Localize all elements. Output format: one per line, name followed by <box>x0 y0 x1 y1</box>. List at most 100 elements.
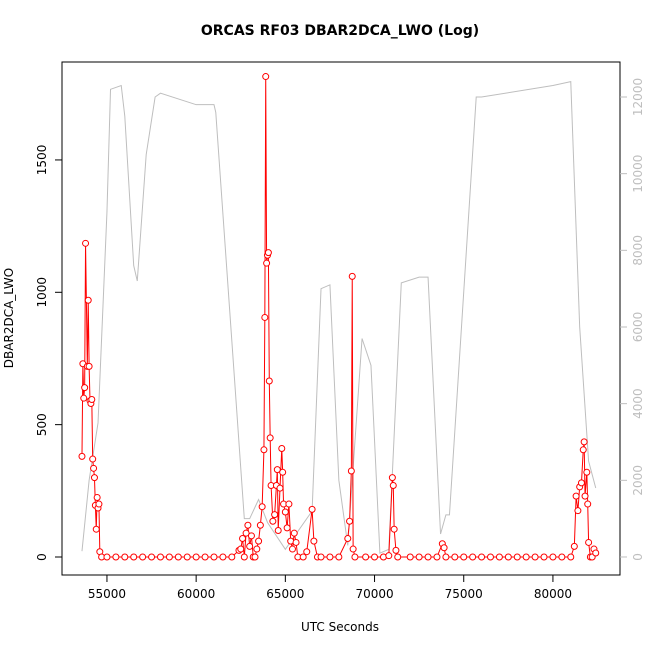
point <box>261 313 269 321</box>
y2-tick-label: 12000 <box>631 78 645 116</box>
point <box>256 521 264 529</box>
point <box>288 545 296 553</box>
point <box>346 517 354 525</box>
point <box>583 468 591 476</box>
point <box>486 553 494 561</box>
y-tick-label: 500 <box>35 413 49 436</box>
point <box>451 553 459 561</box>
point <box>121 553 129 561</box>
point <box>388 474 396 482</box>
point <box>89 455 97 463</box>
point <box>165 553 173 561</box>
point <box>244 521 252 529</box>
x-tick-label: 70000 <box>355 587 393 601</box>
point <box>93 493 101 501</box>
x-tick-label: 65000 <box>266 587 304 601</box>
point <box>580 438 588 446</box>
point <box>264 249 272 257</box>
point <box>265 377 273 385</box>
point <box>310 537 318 545</box>
point <box>549 553 557 561</box>
point <box>335 553 343 561</box>
point <box>237 545 245 553</box>
point <box>584 500 592 508</box>
point <box>247 532 255 540</box>
point <box>344 534 352 542</box>
point <box>92 525 100 533</box>
point <box>78 452 86 460</box>
point <box>139 553 147 561</box>
point <box>271 511 279 519</box>
point <box>592 549 600 557</box>
point <box>522 553 530 561</box>
point <box>279 468 287 476</box>
y2-tick-label: 8000 <box>631 235 645 266</box>
x-tick-label: 60000 <box>177 587 215 601</box>
point <box>469 553 477 561</box>
point <box>362 553 370 561</box>
point <box>239 534 247 542</box>
point <box>274 527 282 535</box>
point <box>90 474 98 482</box>
point <box>574 507 582 515</box>
point <box>251 553 259 561</box>
y-tick-label: 0 <box>35 553 49 561</box>
y-axis-label: DBAR2DCA_LWO <box>2 268 16 368</box>
point <box>148 553 156 561</box>
y2-tick-label: 6000 <box>631 312 645 343</box>
point <box>349 545 357 553</box>
x-tick-label: 75000 <box>445 587 483 601</box>
series-line <box>81 76 597 558</box>
point <box>572 492 580 500</box>
point <box>585 538 593 546</box>
point <box>389 482 397 490</box>
point <box>103 553 111 561</box>
y2-tick-label: 2000 <box>631 465 645 496</box>
point <box>201 553 209 561</box>
point <box>174 553 182 561</box>
y2-tick-label: 4000 <box>631 388 645 419</box>
point <box>406 553 414 561</box>
point <box>303 548 311 556</box>
point <box>266 434 274 442</box>
point <box>263 259 271 267</box>
point <box>513 553 521 561</box>
point <box>242 529 250 537</box>
point <box>478 553 486 561</box>
point <box>495 553 503 561</box>
point <box>567 553 575 561</box>
point <box>460 553 468 561</box>
point <box>285 500 293 508</box>
point <box>219 553 227 561</box>
point <box>240 553 248 561</box>
point <box>577 479 585 487</box>
point <box>581 492 589 500</box>
point <box>292 538 300 546</box>
point <box>504 553 512 561</box>
point <box>95 500 103 508</box>
point <box>348 272 356 280</box>
y2-tick-label: 10000 <box>631 155 645 193</box>
point <box>255 537 263 545</box>
x-tick-label: 80000 <box>534 587 572 601</box>
point <box>228 553 236 561</box>
point <box>290 529 298 537</box>
point <box>442 553 450 561</box>
point <box>246 542 254 550</box>
y-tick-label: 1500 <box>35 145 49 176</box>
point <box>308 505 316 513</box>
point <box>440 544 448 552</box>
point <box>394 553 402 561</box>
y-tick-label: 1000 <box>35 277 49 308</box>
point <box>371 553 379 561</box>
point <box>347 467 355 475</box>
point <box>130 553 138 561</box>
point <box>299 553 307 561</box>
point <box>85 362 93 370</box>
point <box>433 553 441 561</box>
point <box>278 444 286 452</box>
point <box>253 545 261 553</box>
point <box>269 517 277 525</box>
point <box>81 384 89 392</box>
